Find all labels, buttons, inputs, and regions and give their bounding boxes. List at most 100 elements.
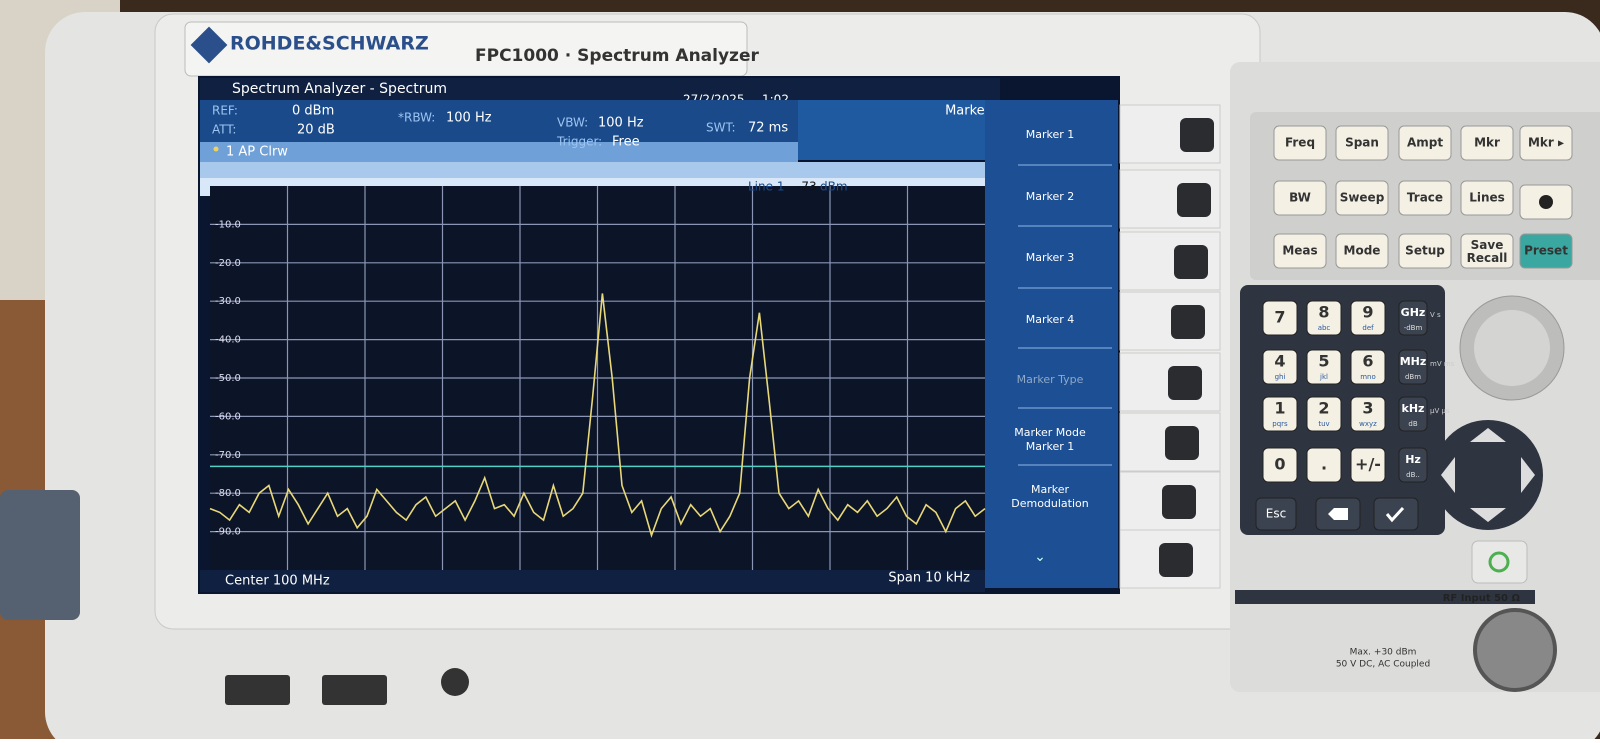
keypad-label: 3 — [1362, 399, 1373, 418]
y-tick-label: -60.0 — [215, 411, 241, 422]
keypad-label: . — [1321, 455, 1327, 474]
arrow-pad — [1433, 420, 1543, 530]
hw-softkey[interactable] — [1165, 426, 1199, 460]
keypad-key[interactable] — [1398, 300, 1428, 336]
y-tick-label: -20.0 — [215, 258, 241, 269]
trace-dot — [213, 146, 219, 152]
function-key-label: Ampt — [1407, 136, 1443, 150]
function-key[interactable] — [1335, 233, 1389, 269]
hw-softkey[interactable] — [1171, 305, 1205, 339]
hw-softkey[interactable] — [1177, 183, 1211, 217]
setting-value: 0 dBm — [292, 104, 334, 119]
screen-titlebar — [200, 78, 1000, 100]
headphone-jack — [441, 668, 469, 696]
keypad-sublabel: dB — [1408, 420, 1417, 428]
function-key-label: BW — [1289, 191, 1311, 205]
keypad-key[interactable] — [1262, 349, 1298, 385]
function-key[interactable] — [1273, 180, 1327, 216]
keypad-side: μV μs — [1430, 407, 1450, 415]
softkey[interactable]: Marker 3 — [1026, 251, 1075, 264]
setting-value: Free — [612, 135, 640, 150]
function-key[interactable] — [1398, 125, 1452, 161]
setting-value: 100 Hz — [598, 116, 644, 131]
hw-softkey[interactable] — [1168, 366, 1202, 400]
function-key[interactable] — [1460, 125, 1514, 161]
keypad-key[interactable] — [1306, 447, 1342, 483]
function-key[interactable] — [1398, 180, 1452, 216]
softkey[interactable]: Marker 2 — [1026, 190, 1075, 203]
setting-label: ATT: — [212, 123, 236, 137]
hw-softkey-frame — [1119, 169, 1221, 229]
hw-softkey[interactable] — [1159, 543, 1193, 577]
y-tick-label: -90.0 — [215, 527, 241, 538]
keypad-sublabel: jkl — [1319, 373, 1328, 381]
keypad-key[interactable] — [1398, 447, 1428, 483]
rf-input: RF Input 50 Ω — [1443, 593, 1521, 604]
function-key-label: Sweep — [1340, 191, 1385, 205]
keypad-label: 9 — [1362, 303, 1373, 322]
function-key[interactable] — [1519, 125, 1573, 161]
keypad-key[interactable] — [1262, 396, 1298, 432]
function-key[interactable] — [1519, 233, 1573, 269]
keypad-key[interactable] — [1262, 447, 1298, 483]
keypad-sublabel: dB.. — [1406, 471, 1420, 479]
hw-softkey[interactable] — [1174, 245, 1208, 279]
keypad-label: 0 — [1274, 455, 1285, 474]
setting-label: Trigger: — [556, 135, 602, 149]
keypad-label: MHz — [1400, 355, 1427, 368]
keypad-key[interactable] — [1350, 349, 1386, 385]
function-key[interactable] — [1335, 180, 1389, 216]
keypad-key[interactable] — [1398, 349, 1428, 385]
softkey[interactable]: Marker Type — [1017, 373, 1084, 386]
keypad-label: 5 — [1318, 352, 1329, 371]
function-key[interactable] — [1460, 233, 1514, 269]
esc-key[interactable] — [1255, 497, 1297, 531]
model: FPC1000 · Spectrum Analyzer — [475, 46, 759, 66]
function-key-label: Mkr — [1474, 136, 1500, 150]
keypad-key[interactable] — [1350, 447, 1386, 483]
keypad-key[interactable] — [1306, 396, 1342, 432]
backspace-icon — [1328, 508, 1348, 520]
y-tick-label: -70.0 — [215, 450, 241, 461]
power-button[interactable] — [1471, 540, 1528, 584]
function-key[interactable] — [1398, 233, 1452, 269]
keypad-key[interactable] — [1350, 396, 1386, 432]
keypad-sublabel: def — [1362, 324, 1374, 332]
hw-softkey[interactable] — [1180, 118, 1214, 152]
rf-strip — [1235, 590, 1535, 604]
keypad-label: 6 — [1362, 352, 1373, 371]
keypad-sublabel: ghi — [1275, 373, 1286, 381]
function-key-label: Save Recall — [1467, 238, 1508, 265]
keypad-sublabel: mno — [1360, 373, 1376, 381]
keypad-label: 4 — [1274, 352, 1285, 371]
brand-logo — [190, 26, 228, 64]
keypad-sublabel: pqrs — [1272, 420, 1288, 428]
hw-softkey[interactable] — [1162, 485, 1196, 519]
keypad-label: kHz — [1402, 402, 1425, 415]
setting-value: 20 dB — [297, 123, 335, 138]
trace-bar — [200, 142, 798, 162]
function-key[interactable] — [1273, 125, 1327, 161]
keypad-label: Hz — [1405, 453, 1421, 466]
keypad-key[interactable] — [1398, 396, 1428, 432]
rf-connector — [1473, 608, 1557, 692]
keypad-key[interactable] — [1350, 300, 1386, 336]
y-tick-label: -50.0 — [215, 373, 241, 384]
keypad-label: +/- — [1355, 455, 1381, 474]
softkey[interactable]: Marker Mode Marker 1 — [1014, 426, 1086, 453]
function-key[interactable] — [1460, 180, 1514, 216]
function-key[interactable] — [1335, 125, 1389, 161]
softkey[interactable]: Marker 4 — [1026, 313, 1075, 326]
softkey[interactable]: Marker 1 — [1026, 128, 1075, 141]
softkey[interactable]: Marker Demodulation — [1011, 483, 1089, 510]
y-tick-label: -80.0 — [215, 488, 241, 499]
keypad-side: mV ms — [1430, 360, 1455, 368]
function-key[interactable] — [1273, 233, 1327, 269]
keypad-label: 8 — [1318, 303, 1329, 322]
keypad-label: GHz — [1401, 306, 1426, 319]
setting-label: REF: — [212, 104, 238, 118]
keypad-key[interactable] — [1306, 300, 1342, 336]
keypad-key[interactable] — [1262, 300, 1298, 336]
keypad-key[interactable] — [1306, 349, 1342, 385]
